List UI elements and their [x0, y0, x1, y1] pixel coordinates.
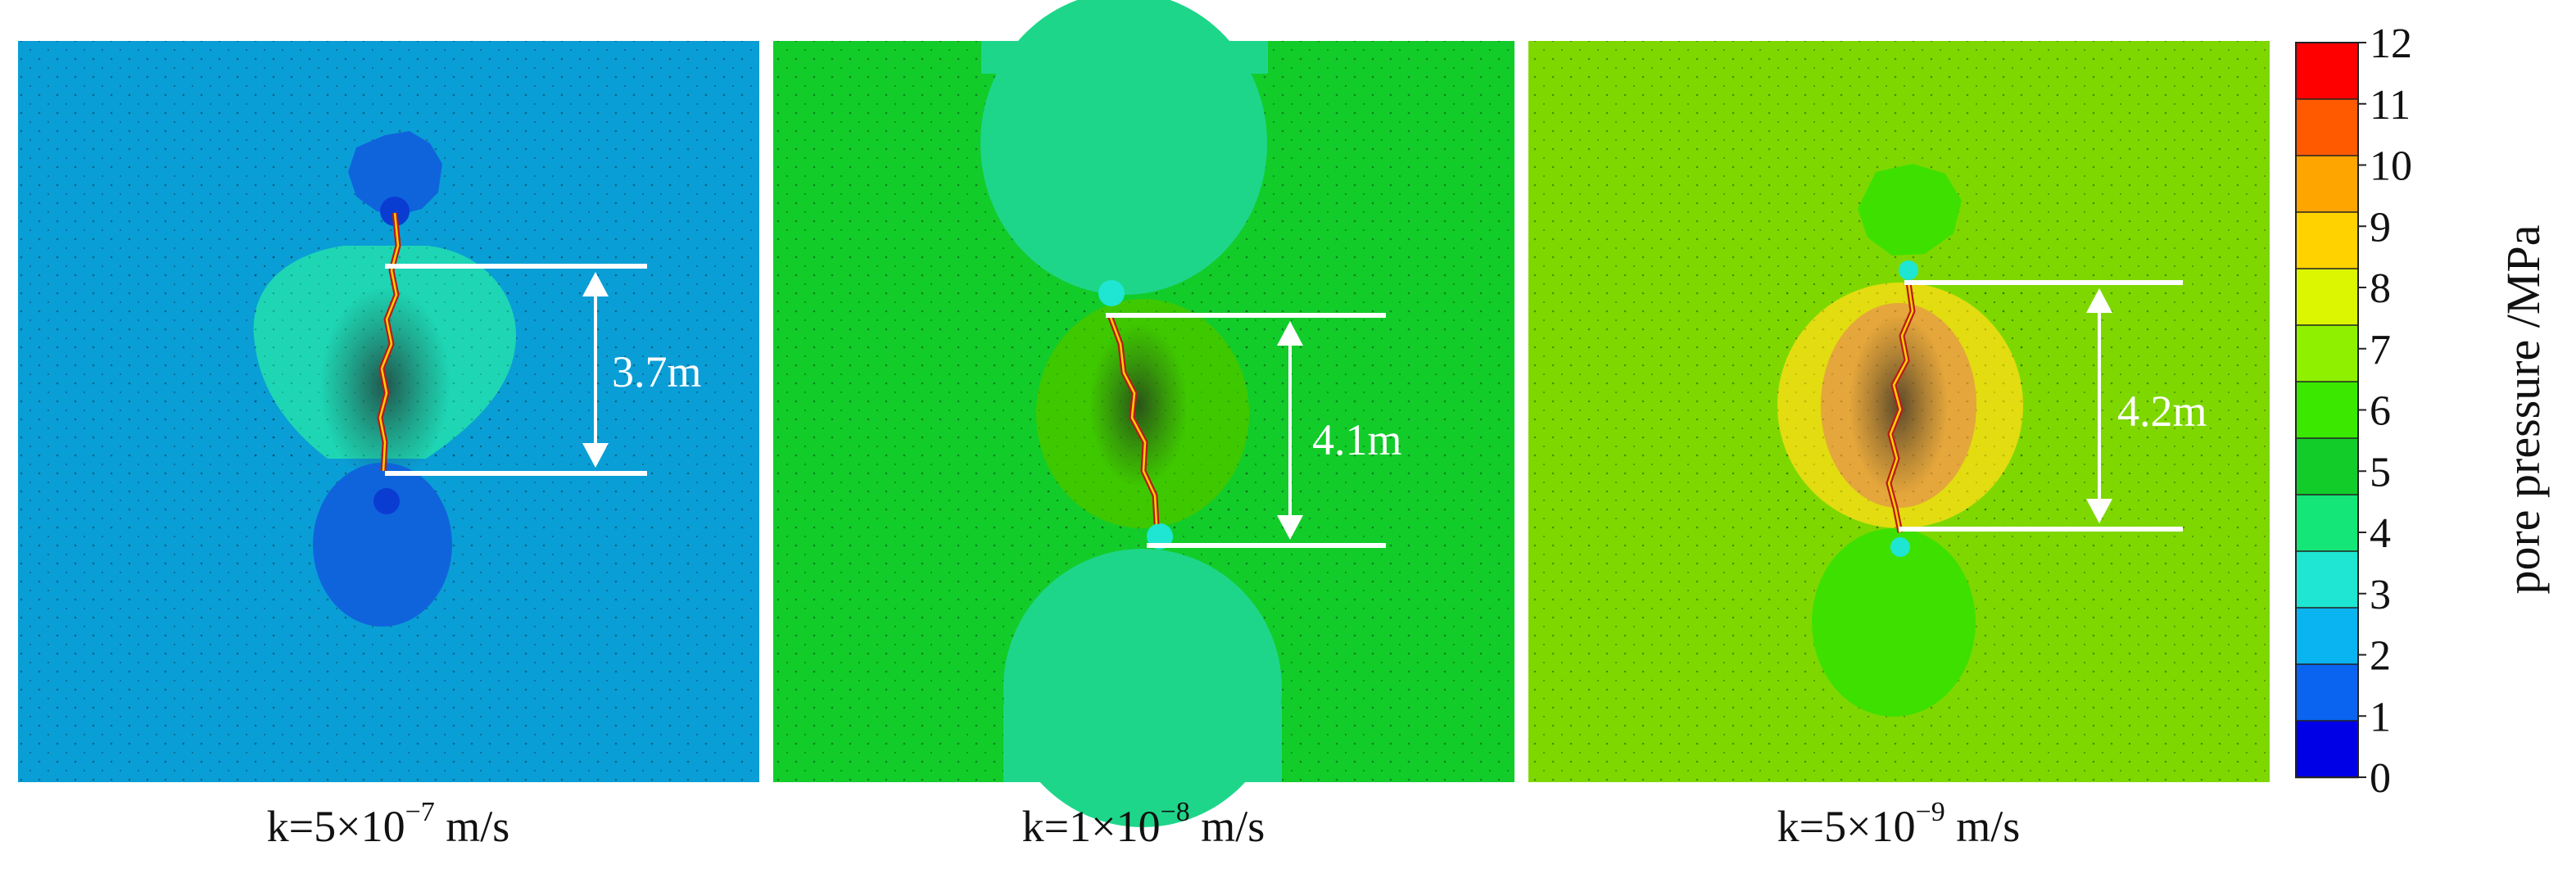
low-pressure-zone	[1812, 528, 1976, 717]
colorbar-tick-label: 6	[2370, 388, 2391, 435]
measurement-label: 4.1m	[1312, 415, 1402, 464]
colorbar-cell	[2295, 155, 2359, 214]
colorbar-cell	[2295, 720, 2359, 779]
low-pressure-zone	[313, 463, 452, 627]
colorbar-tick-label: 0	[2370, 755, 2391, 802]
low-pressure-zone	[1858, 164, 1962, 256]
colorbar-tick-label: 1	[2370, 694, 2391, 740]
colorbar-cell	[2295, 550, 2359, 609]
measurement-annotation: 4.2m	[1899, 280, 2207, 532]
caption-panel-1: k=5×10−7 m/s	[266, 797, 510, 852]
colorbar-cell	[2295, 437, 2359, 496]
colorbar-tick-label: 12	[2370, 20, 2412, 67]
measurement-label: 3.7m	[612, 347, 702, 396]
measurement-label: 4.2m	[2117, 387, 2207, 436]
panel-k-5e-9: 4.2m	[1528, 41, 2270, 782]
colorbar-cell	[2295, 98, 2359, 157]
caption-panel-2: k=1×10−8 m/s	[1021, 797, 1265, 852]
low-pressure-zone	[348, 131, 442, 215]
colorbar-cell	[2295, 494, 2359, 553]
colorbar-cell	[2295, 211, 2359, 270]
colorbar-cell	[2295, 381, 2359, 440]
measurement-annotation: 4.1m	[1106, 313, 1402, 548]
panel-k-5e-7: 3.7m	[18, 41, 759, 782]
measurement-annotation: 3.7m	[385, 264, 702, 476]
low-pressure-zone	[1003, 549, 1282, 827]
colorbar-cell	[2295, 42, 2359, 101]
colorbar-tick-label: 7	[2370, 327, 2391, 373]
colorbar-label: pore pressure /MPa	[2497, 224, 2550, 594]
panel-k-1e-8: 4.1m	[773, 0, 1514, 827]
colorbar-tick-label: 5	[2370, 449, 2391, 496]
colorbar-cell	[2295, 663, 2359, 722]
colorbar-tick-label: 9	[2370, 204, 2391, 251]
caption-panel-3: k=5×10−9 m/s	[1777, 797, 2021, 852]
colorbar-tick-label: 2	[2370, 633, 2391, 680]
colorbar-tick-label: 8	[2370, 265, 2391, 312]
colorbar-cell	[2295, 268, 2359, 327]
colorbar-tick-label: 4	[2370, 510, 2391, 557]
colorbar-scale	[2295, 42, 2359, 779]
colorbar-cell	[2295, 324, 2359, 383]
colorbar-tick-label: 11	[2370, 82, 2411, 129]
colorbar-tick-label: 3	[2370, 572, 2391, 618]
colorbar-cell	[2295, 607, 2359, 666]
colorbar-tick-label: 10	[2370, 143, 2412, 190]
